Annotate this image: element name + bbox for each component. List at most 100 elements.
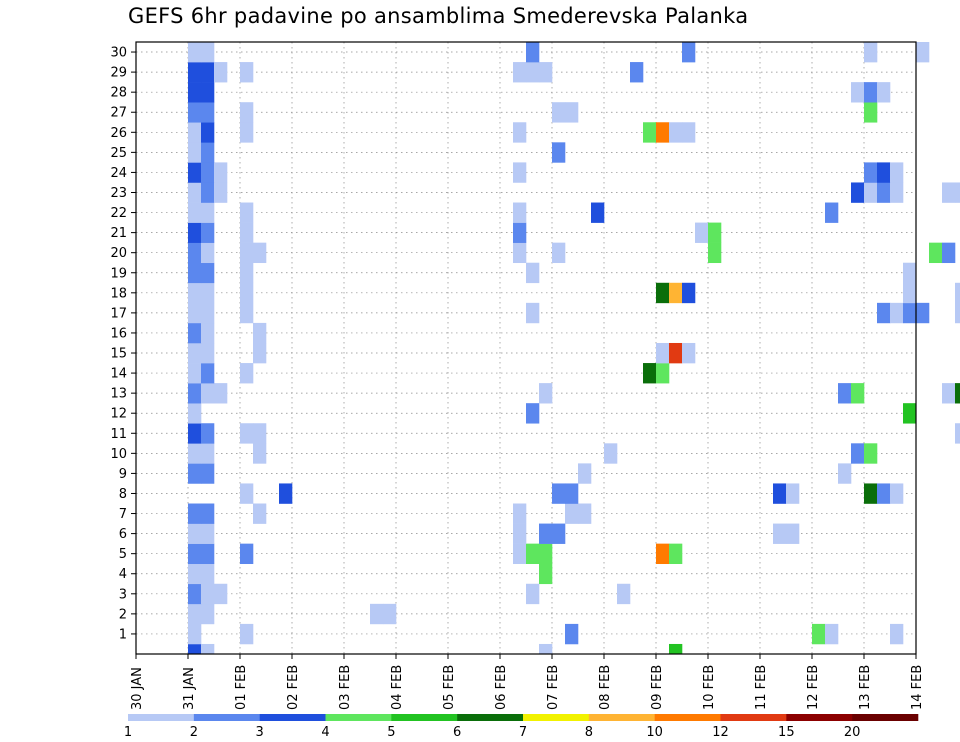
heatmap-cell [188, 282, 202, 304]
heatmap-cell [877, 182, 891, 203]
heatmap-cell [201, 363, 215, 384]
heatmap-cell [903, 403, 917, 424]
heatmap-cell [656, 122, 670, 143]
heatmap-cell [188, 42, 202, 63]
heatmap-cell [877, 302, 891, 324]
y-tick-label: 5 [119, 547, 127, 562]
heatmap-cell [240, 262, 254, 284]
heatmap-cell [890, 623, 904, 645]
x-tick-label: 14 FEB [910, 665, 925, 710]
y-tick-label: 25 [110, 146, 127, 161]
heatmap-cell [279, 483, 293, 504]
heatmap-cell [188, 603, 202, 625]
heatmap-cell [682, 342, 696, 364]
x-tick-label: 03 FEB [338, 665, 353, 710]
heatmap-cell [565, 623, 579, 645]
colorbar-label: 6 [453, 725, 461, 740]
y-tick-label: 19 [110, 266, 127, 281]
heatmap-cell [513, 162, 527, 183]
y-tick-label: 6 [119, 527, 127, 542]
heatmap-cell [552, 142, 566, 163]
heatmap-cell [825, 623, 839, 645]
heatmap-cell [188, 82, 202, 103]
heatmap-cell [188, 583, 202, 605]
heatmap-cell [188, 523, 202, 544]
heatmap-cell [188, 322, 202, 344]
heatmap-cell [825, 202, 839, 223]
heatmap-cell [253, 342, 267, 364]
heatmap-cell [214, 583, 228, 605]
heatmap-cell [188, 503, 202, 524]
heatmap-cell [240, 202, 254, 223]
x-tick-label: 11 FEB [754, 665, 769, 710]
heatmap-cell [773, 523, 787, 544]
heatmap-cell [682, 122, 696, 143]
heatmap-cell [851, 82, 865, 103]
heatmap-cell [682, 282, 696, 304]
y-tick-label: 11 [110, 427, 127, 442]
heatmap-cell [188, 202, 202, 223]
heatmap-cell [240, 282, 254, 304]
heatmap-cell [552, 242, 566, 264]
y-tick-label: 16 [110, 326, 127, 341]
heatmap-cell [669, 122, 683, 143]
heatmap-cell [812, 623, 826, 645]
heatmap-cell [851, 182, 865, 203]
heatmap-cell [890, 182, 904, 203]
heatmap-cell [188, 623, 202, 645]
heatmap-cell [240, 102, 254, 123]
y-tick-label: 20 [110, 246, 127, 261]
heatmap-cell [188, 262, 202, 284]
colorbar-segment [193, 714, 260, 721]
plot-frame [135, 41, 917, 655]
colorbar-segment [852, 714, 919, 721]
heatmap-cell [786, 483, 800, 504]
heatmap-cells [188, 42, 960, 655]
heatmap-cell [188, 563, 202, 585]
heatmap-cell [201, 122, 215, 143]
heatmap-cell [253, 322, 267, 344]
heatmap-cell [188, 363, 202, 384]
heatmap-cell [903, 262, 917, 284]
heatmap-cell [188, 643, 202, 655]
x-tick-label: 07 FEB [546, 665, 561, 710]
heatmap-cell [188, 182, 202, 203]
heatmap-cell [214, 182, 228, 203]
heatmap-cell [240, 222, 254, 243]
x-tick-label: 02 FEB [286, 665, 301, 710]
heatmap-cell [656, 363, 670, 384]
x-tick-label: 06 FEB [494, 665, 509, 710]
y-tick-label: 26 [110, 126, 127, 141]
heatmap-cell [188, 302, 202, 324]
heatmap-cell [565, 483, 579, 504]
heatmap-cell [864, 162, 878, 183]
heatmap-cell [513, 222, 527, 243]
heatmap-cell [188, 62, 202, 83]
colorbar-label: 7 [519, 725, 527, 740]
heatmap-cell [578, 503, 592, 524]
heatmap-cell [955, 302, 960, 324]
heatmap-cell [240, 122, 254, 143]
heatmap-cell [201, 583, 215, 605]
heatmap-cell [669, 342, 683, 364]
colorbar-segment [786, 714, 853, 721]
x-tick-label: 31 JAN [182, 667, 197, 710]
y-tick-label: 28 [110, 86, 127, 101]
heatmap-cell [955, 383, 960, 404]
colorbar-segment [654, 714, 721, 721]
colorbar-label: 1 [124, 725, 132, 740]
heatmap-cell [526, 262, 540, 284]
heatmap-cell [591, 202, 605, 223]
heatmap-cell [201, 543, 215, 565]
colorbar-segment [588, 714, 655, 721]
heatmap-cell [201, 383, 215, 404]
colorbar-segment [457, 714, 524, 721]
heatmap-cell [916, 302, 930, 324]
heatmap-cell [864, 42, 878, 63]
x-tick-label: 10 FEB [702, 665, 717, 710]
heatmap-cell [201, 82, 215, 103]
chart-title: GEFS 6hr padavine po ansamblima Smederev… [128, 4, 749, 28]
y-tick-label: 24 [110, 166, 127, 181]
heatmap-cell [838, 463, 852, 484]
heatmap-cell [201, 643, 215, 655]
